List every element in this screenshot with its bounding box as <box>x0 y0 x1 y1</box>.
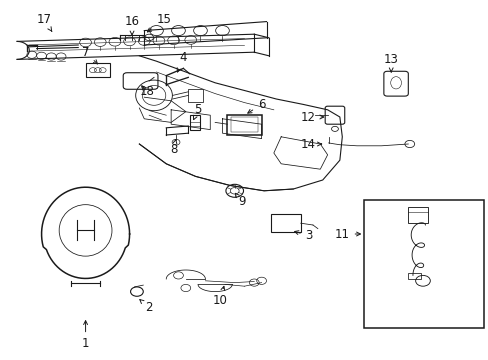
Bar <box>227 115 261 135</box>
Bar <box>407 207 427 223</box>
Text: 13: 13 <box>383 53 398 72</box>
Bar <box>271 214 300 232</box>
Text: 5: 5 <box>193 103 202 120</box>
Text: 2: 2 <box>140 300 153 314</box>
Bar <box>364 200 483 328</box>
Text: 12: 12 <box>300 111 323 123</box>
Bar <box>189 115 199 130</box>
Text: 14: 14 <box>300 138 321 150</box>
Text: 3: 3 <box>294 229 312 242</box>
Text: 8: 8 <box>169 140 177 156</box>
Text: 7: 7 <box>81 46 97 64</box>
Text: 9: 9 <box>235 193 245 208</box>
Text: 18: 18 <box>139 85 154 98</box>
Text: 17: 17 <box>37 13 52 31</box>
Bar <box>407 273 420 279</box>
Bar <box>230 117 258 132</box>
Text: 1: 1 <box>81 321 89 350</box>
Text: 4: 4 <box>177 51 187 72</box>
Text: 6: 6 <box>247 98 265 113</box>
Text: 16: 16 <box>124 15 139 35</box>
Text: 11: 11 <box>334 228 360 240</box>
Bar <box>188 89 203 102</box>
Bar <box>85 63 110 77</box>
Text: 10: 10 <box>212 286 227 307</box>
Text: 15: 15 <box>147 13 171 32</box>
